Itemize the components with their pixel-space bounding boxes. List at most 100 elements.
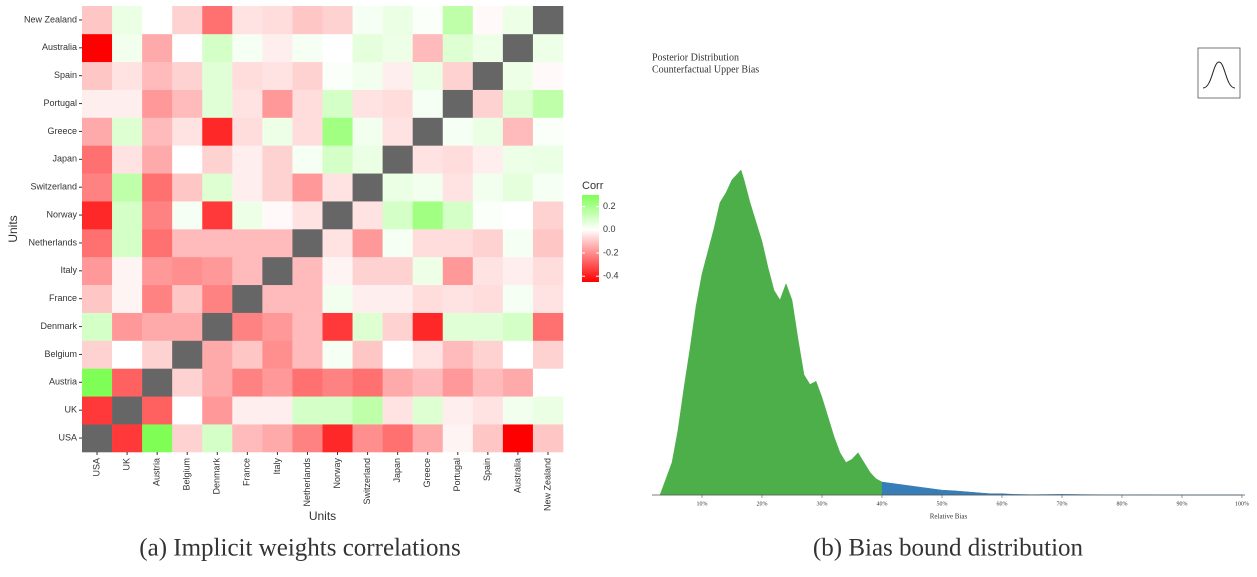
heatmap-cell bbox=[172, 284, 203, 313]
heatmap-cell bbox=[382, 340, 413, 369]
heatmap-cell bbox=[442, 173, 474, 202]
heatmap-cell bbox=[82, 201, 113, 230]
heatmap-cell bbox=[472, 368, 504, 397]
heatmap-cell bbox=[412, 117, 444, 146]
heatmap-cell bbox=[202, 368, 233, 397]
x-tick-label: 30% bbox=[817, 501, 828, 507]
distribution-icon bbox=[1197, 47, 1241, 99]
caption: (a) Implicit weights correlations bbox=[139, 535, 460, 562]
heatmap-cell bbox=[202, 256, 233, 286]
heatmap-cell bbox=[412, 340, 444, 369]
heatmap-cell bbox=[142, 229, 173, 258]
x-axis-title: Relative Bias bbox=[930, 513, 968, 521]
x-tick-label: Switzerland bbox=[362, 458, 372, 505]
heatmap-cell bbox=[232, 6, 263, 35]
heatmap-cell bbox=[472, 61, 504, 90]
heatmap-cell bbox=[82, 173, 113, 202]
density-area bbox=[659, 169, 883, 496]
heatmap-cell bbox=[472, 396, 504, 425]
heatmap-cell bbox=[532, 117, 564, 146]
y-tick-label: Belgium bbox=[44, 349, 77, 359]
heatmap-cell bbox=[112, 173, 143, 202]
heatmap-cell bbox=[82, 256, 113, 286]
heatmap-cell bbox=[382, 6, 413, 35]
x-tick-label: UK bbox=[121, 458, 131, 471]
heatmap-cell bbox=[232, 229, 263, 258]
heatmap-cell bbox=[82, 312, 113, 341]
legend-title: Corr bbox=[582, 180, 604, 192]
heatmap-cell bbox=[322, 229, 353, 258]
heatmap-cell bbox=[532, 396, 564, 425]
x-tick-label: 20% bbox=[757, 501, 768, 507]
caption: (b) Bias bound distribution bbox=[813, 535, 1084, 562]
heatmap-cell bbox=[412, 312, 444, 341]
heatmap-cell bbox=[442, 396, 474, 425]
heatmap-cell bbox=[322, 340, 353, 369]
heatmap-cell bbox=[142, 201, 173, 230]
heatmap-cell bbox=[382, 229, 413, 258]
heatmap-cell bbox=[322, 173, 353, 202]
heatmap-cell bbox=[412, 201, 444, 230]
heatmap-cell bbox=[202, 229, 233, 258]
heatmap-cell bbox=[442, 145, 474, 174]
heatmap-cell bbox=[142, 340, 173, 369]
heatmap-cell bbox=[202, 284, 233, 313]
heatmap-cell bbox=[142, 145, 173, 174]
heatmap-cell bbox=[412, 368, 444, 397]
heatmap-cell bbox=[232, 368, 263, 397]
heatmap-cell bbox=[412, 145, 444, 174]
y-tick-label: New Zealand bbox=[24, 14, 77, 24]
heatmap-cell bbox=[142, 33, 173, 63]
legend-colorbar bbox=[582, 195, 599, 282]
heatmap-cell bbox=[142, 173, 173, 202]
heatmap-cell bbox=[502, 6, 534, 35]
heatmap-cell bbox=[382, 396, 413, 425]
heatmap-cell bbox=[262, 117, 293, 146]
x-tick-label: Austria bbox=[152, 458, 162, 486]
heatmap-cell bbox=[172, 61, 203, 90]
heatmap-cell bbox=[262, 173, 293, 202]
heatmap-cell bbox=[502, 117, 534, 146]
heatmap-cell bbox=[292, 117, 323, 146]
heatmap-cell bbox=[532, 89, 564, 118]
heatmap-cell bbox=[382, 117, 413, 146]
heatmap-cell bbox=[172, 340, 203, 369]
heatmap-cell bbox=[262, 229, 293, 258]
heatmap-cell bbox=[502, 61, 534, 90]
heatmap-cell bbox=[112, 33, 143, 63]
heatmap-cell bbox=[112, 424, 143, 453]
heatmap-cell bbox=[172, 396, 203, 425]
heatmap-cell bbox=[202, 312, 233, 341]
heatmap-cell bbox=[172, 173, 203, 202]
heatmap-cell bbox=[532, 61, 564, 90]
heatmap-cell bbox=[352, 61, 383, 90]
heatmap-cell bbox=[382, 368, 413, 397]
heatmap-cell bbox=[352, 396, 383, 425]
heatmap-cell bbox=[82, 229, 113, 258]
heatmap-cell bbox=[502, 145, 534, 174]
heatmap-cell bbox=[112, 340, 143, 369]
heatmap-cell bbox=[412, 256, 444, 286]
heatmap-cell bbox=[382, 256, 413, 286]
heatmap-cell bbox=[142, 117, 173, 146]
heatmap-cell bbox=[382, 61, 413, 90]
x-tick-label: Denmark bbox=[212, 458, 222, 495]
heatmap-cell bbox=[112, 396, 143, 425]
x-tick-label: Spain bbox=[482, 458, 492, 481]
heatmap-cell bbox=[262, 340, 293, 369]
heatmap-cell bbox=[472, 256, 504, 286]
heatmap-cell bbox=[382, 33, 413, 63]
heatmap-cell bbox=[532, 368, 564, 397]
heatmap-cell bbox=[82, 145, 113, 174]
y-tick-label: Denmark bbox=[40, 321, 77, 331]
heatmap-cell bbox=[292, 145, 323, 174]
heatmap-cell bbox=[202, 424, 233, 453]
heatmap-cell bbox=[442, 229, 474, 258]
y-tick-label: Italy bbox=[60, 265, 77, 275]
heatmap-cell bbox=[322, 117, 353, 146]
heatmap-cell bbox=[532, 340, 564, 369]
heatmap-cell bbox=[412, 89, 444, 118]
heatmap-cell bbox=[262, 424, 293, 453]
heatmap-cell bbox=[472, 89, 504, 118]
chart-title: Posterior Distribution bbox=[652, 52, 739, 63]
